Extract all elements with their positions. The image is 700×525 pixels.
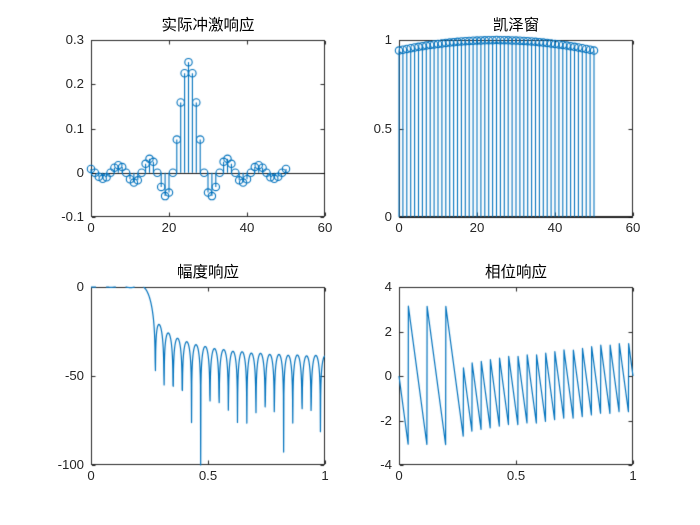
x-tick-label: 60 (625, 220, 641, 235)
y-tick-label: 0.5 (373, 120, 392, 136)
x-tick-label: 20 (469, 220, 485, 235)
y-tick-label: 0.1 (65, 120, 84, 136)
x-tick-label: 20 (161, 220, 177, 235)
impulse-response-title: 实际冲激响应 (161, 17, 255, 34)
y-tick-label: 1 (384, 32, 392, 47)
y-tick-label: 0 (76, 279, 84, 294)
x-tick-label: 1 (321, 468, 329, 483)
magnitude-response-canvas (81, 277, 335, 475)
x-tick-label: 60 (317, 220, 333, 235)
impulse-response-canvas (81, 30, 335, 227)
x-tick-label: 0.5 (198, 468, 218, 483)
phase-response-title: 相位响应 (484, 264, 547, 281)
subplot-impulse-response: 实际冲激响应 0 20 40 60 -0.1 0 0.1 0.2 0.3 (61, 17, 335, 235)
x-tick-label: 0 (395, 468, 403, 483)
y-tick-label: -4 (380, 457, 392, 472)
x-tick-label: 40 (239, 220, 255, 235)
subplot-magnitude-response: 幅度响应 0 0.5 1 -100 -50 0 (58, 264, 335, 483)
kaiser-window-title: 凯泽窗 (492, 17, 540, 34)
subplot-phase-response: 相位响应 0 0.5 1 -4 -2 0 2 4 (380, 264, 643, 483)
x-tick-label: 40 (547, 220, 563, 235)
x-tick-label: 0 (87, 220, 95, 235)
y-tick-label: 2 (384, 323, 392, 339)
kaiser-window-canvas (389, 30, 643, 227)
y-tick-label: -50 (64, 368, 84, 383)
y-tick-label: 0.2 (65, 76, 84, 92)
y-tick-label: 0 (76, 164, 84, 180)
x-tick-label: 0 (87, 468, 95, 483)
y-tick-label: 0.3 (65, 32, 84, 47)
x-tick-label: 0.5 (506, 468, 526, 483)
y-tick-label: 0 (384, 368, 392, 383)
y-tick-label: 4 (384, 279, 392, 294)
x-tick-label: 0 (395, 220, 403, 235)
x-tick-label: 1 (629, 468, 637, 483)
phase-response-canvas (389, 277, 643, 475)
y-tick-label: 0 (384, 209, 392, 224)
magnitude-response-title: 幅度响应 (176, 264, 239, 281)
y-tick-label: -100 (57, 457, 84, 472)
subplot-kaiser-window: 凯泽窗 0 20 40 60 0 0.5 1 (374, 17, 643, 235)
y-tick-label: -0.1 (61, 209, 84, 224)
y-tick-label: -2 (380, 412, 392, 428)
